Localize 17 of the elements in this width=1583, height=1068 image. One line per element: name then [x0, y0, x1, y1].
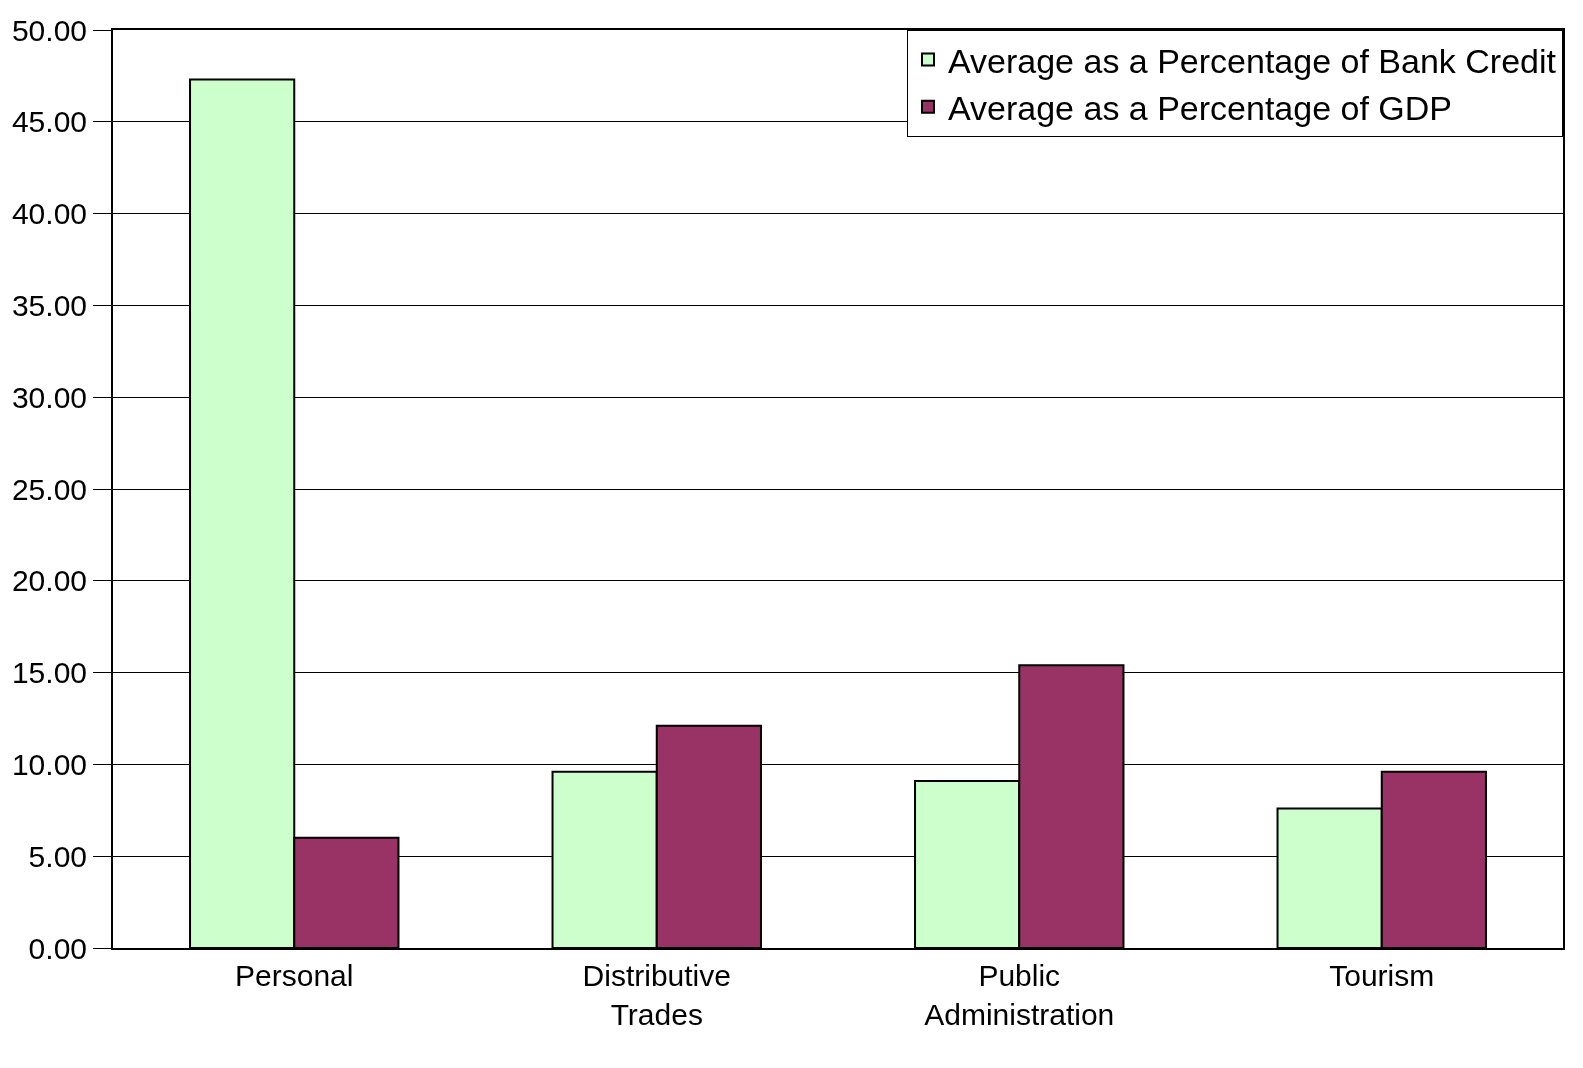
x-tick-label: Tourism — [1329, 959, 1435, 992]
y-tick-label: 40.00 — [11, 197, 87, 231]
x-tick-label: Distributive Trades — [582, 959, 731, 1031]
y-tick-label: 20.00 — [11, 564, 87, 598]
y-tick-label: 25.00 — [11, 472, 87, 506]
legend-label: Average as a Percentage of GDP — [948, 89, 1453, 128]
x-tick-label: Public Administration — [924, 959, 1115, 1031]
y-tick-label: 45.00 — [11, 105, 87, 139]
y-tick-label: 10.00 — [11, 747, 87, 781]
y-tick-label: 15.00 — [11, 656, 87, 690]
legend-label: Average as a Percentage of Bank Credit — [948, 41, 1557, 80]
y-tick-label: 5.00 — [28, 839, 87, 873]
y-tick-label: 35.00 — [11, 288, 87, 322]
y-tick-label: 30.00 — [11, 380, 87, 414]
y-tick-label: 0.00 — [28, 931, 87, 965]
x-tick-label: Personal — [235, 959, 354, 992]
y-tick-label: 50.00 — [11, 13, 87, 47]
